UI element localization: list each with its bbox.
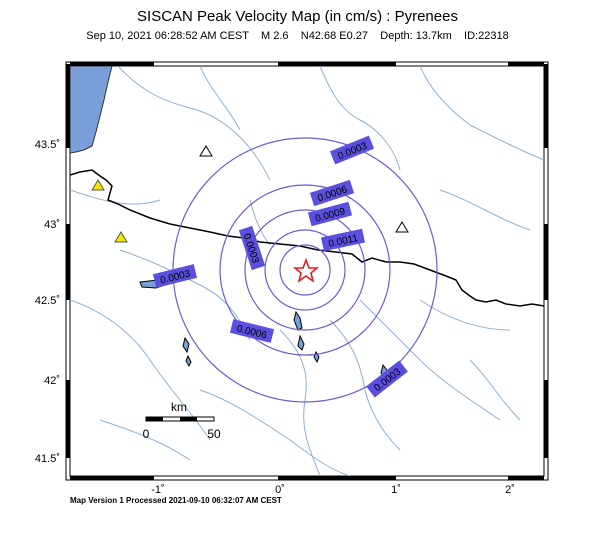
x-axis-labels: -1˚ 0˚ 1˚ 2˚: [151, 484, 515, 496]
y-tick-label: 43.5˚: [35, 139, 60, 151]
map-area: [69, 65, 545, 477]
stations: [91, 145, 409, 243]
y-tick-label: 42˚: [44, 375, 60, 387]
map-title: SISCAN Peak Velocity Map (in cm/s) : Pyr…: [137, 8, 458, 25]
sea-area: [70, 66, 113, 154]
contour-ring: [279, 244, 331, 296]
x-tick-label: 2˚: [505, 484, 515, 496]
x-tick-label: 0˚: [275, 484, 285, 496]
map-subtitle: Sep 10, 2021 06:28:52 AM CEST M 2.6 N42.…: [0, 30, 595, 42]
station-yellow-triangle-icon: [114, 231, 128, 243]
y-axis-labels: 43.5˚ 43˚ 42.5˚ 42˚ 41.5˚: [35, 139, 60, 465]
map-frame-border: [65, 61, 549, 481]
contour-ring: [244, 209, 366, 331]
station-open-triangle-icon: [395, 221, 409, 233]
epicenter-star-icon: [292, 257, 320, 283]
national-border: [70, 169, 544, 307]
contour-ring: [219, 184, 391, 356]
y-tick-label: 42.5˚: [35, 295, 60, 307]
event-magnitude: M 2.6: [261, 30, 289, 42]
y-tick-label: 41.5˚: [35, 453, 60, 465]
y-tick-label: 43˚: [44, 219, 60, 231]
x-tick-label: 1˚: [391, 484, 401, 496]
footer-processed-note: Map Version 1 Processed 2021-09-10 06:32…: [70, 496, 282, 505]
event-id: ID:22318: [464, 30, 509, 42]
x-tick-label: -1˚: [151, 484, 164, 496]
station-open-triangle-icon: [199, 145, 213, 157]
event-location: N42.68 E0.27: [300, 30, 369, 42]
scale-start: 0: [143, 427, 150, 441]
contour-ring: [264, 229, 346, 311]
scale-bar: km 0 50: [143, 400, 221, 441]
event-date: Sep 10, 2021 06:28:52 AM CEST: [86, 30, 249, 42]
event-depth: Depth: 13.7km: [380, 30, 452, 42]
scale-end: 50: [207, 427, 221, 441]
scale-unit: km: [171, 400, 187, 414]
station-yellow-triangle-icon: [91, 179, 105, 191]
